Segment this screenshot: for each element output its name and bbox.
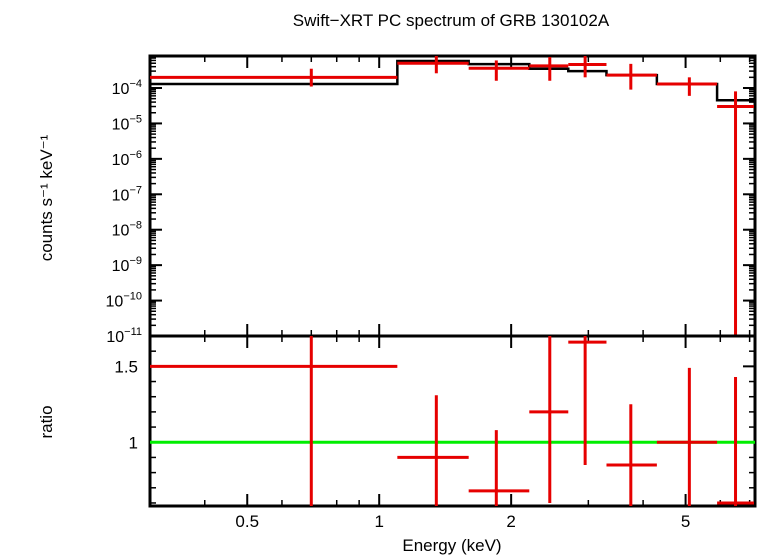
spectrum-data-point	[150, 68, 398, 87]
x-tick-label: 1	[374, 512, 383, 531]
bottom-y-tick-label: 1	[129, 433, 138, 452]
spectrum-data-point	[606, 63, 657, 90]
top-y-tick-exponent: −4	[129, 78, 142, 90]
ratio-data-point	[717, 376, 754, 506]
top-y-tick-exponent: −8	[129, 220, 142, 232]
ratio-data-point	[568, 336, 607, 466]
top-y-tick-exponent: −10	[123, 291, 142, 303]
top-y-tick-label: 10−11	[106, 326, 142, 346]
ratio-data-point	[468, 430, 530, 506]
top-y-tick-exponent: −5	[129, 113, 142, 125]
top-y-axis-label: counts s⁻¹ keV⁻¹	[37, 134, 56, 261]
top-y-tick-exponent: −7	[129, 184, 142, 196]
top-y-tick-base: 10	[106, 294, 124, 311]
top-y-tick-base: 10	[112, 258, 130, 275]
spectrum-data-point	[529, 56, 569, 81]
top-y-tick-label: 10−7	[112, 184, 142, 204]
spectrum-data-point	[397, 56, 469, 74]
ratio-data-point	[150, 336, 398, 506]
ratio-panel: 0.5 1 2 5 1 1.5	[114, 334, 757, 531]
ratio-frame	[148, 334, 757, 508]
top-y-tick-exponent: −6	[129, 149, 142, 161]
spectrum-data-point	[468, 60, 530, 81]
top-y-tick-base: 10	[112, 187, 130, 204]
top-y-tick-label: 10−5	[112, 113, 142, 133]
top-y-tick-exponent: −11	[124, 326, 142, 338]
ratio-data-point	[656, 367, 718, 506]
top-y-tick-label: 10−8	[112, 220, 142, 240]
x-tick-label: 5	[681, 512, 690, 531]
spectrum-frame	[148, 54, 757, 338]
top-y-tick-label: 10−4	[112, 78, 142, 98]
x-tick-label: 0.5	[235, 512, 259, 531]
bottom-y-tick-label: 1.5	[114, 357, 138, 376]
spectrum-data-point	[656, 77, 718, 96]
top-y-tick-base: 10	[106, 329, 124, 346]
spectrum-data-point	[568, 56, 607, 78]
top-y-tick-label: 10−10	[106, 291, 142, 311]
ratio-data-point	[397, 395, 469, 506]
spectrum-data-point	[717, 91, 754, 336]
x-axis-label: Energy (keV)	[402, 536, 501, 555]
top-y-tick-base: 10	[112, 81, 130, 98]
model-histogram	[150, 59, 754, 102]
x-tick-label: 2	[506, 512, 515, 531]
chart-title: Swift−XRT PC spectrum of GRB 130102A	[293, 11, 610, 30]
top-y-tick-exponent: −9	[129, 255, 142, 267]
top-y-tick-base: 10	[112, 116, 130, 133]
top-y-tick-base: 10	[112, 223, 130, 240]
ratio-data-point	[606, 404, 657, 506]
bottom-y-axis-label: ratio	[37, 405, 56, 438]
ratio-data-point	[529, 336, 569, 503]
top-y-tick-label: 10−9	[112, 255, 142, 275]
top-y-tick-base: 10	[112, 152, 130, 169]
top-y-tick-label: 10−6	[112, 149, 142, 169]
